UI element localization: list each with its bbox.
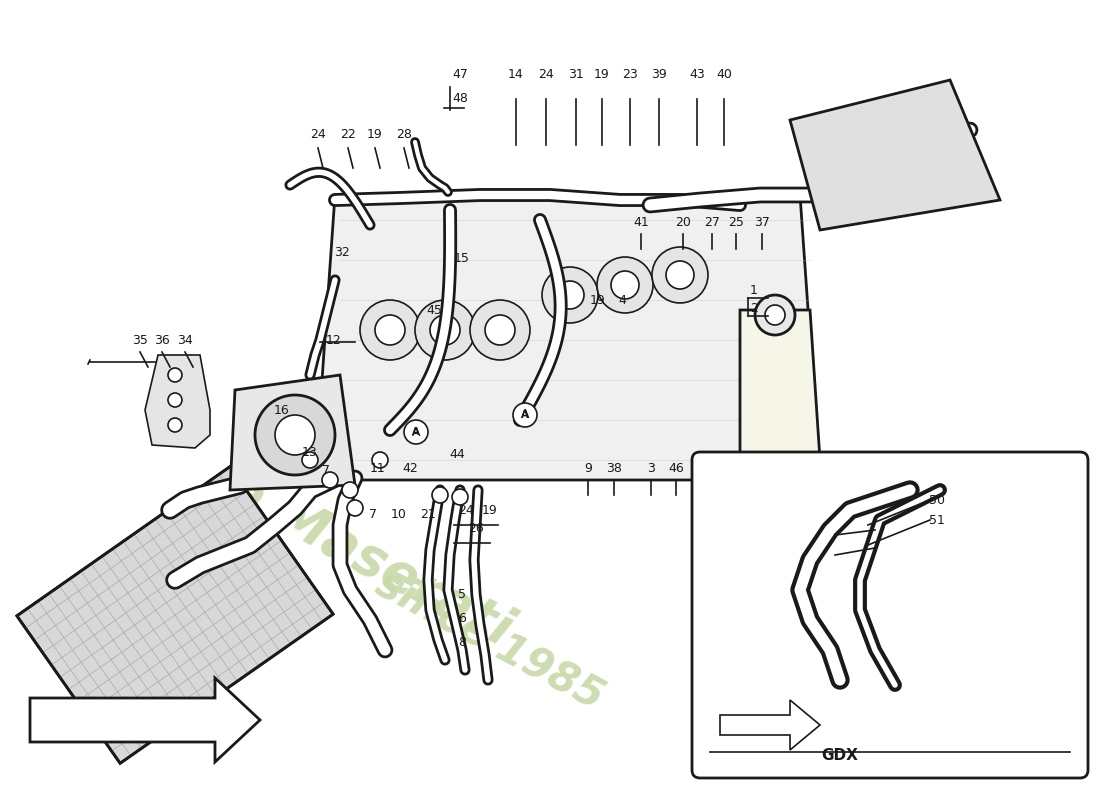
Polygon shape — [315, 195, 820, 480]
Circle shape — [666, 261, 694, 289]
Text: 25: 25 — [728, 215, 744, 229]
Text: 48: 48 — [452, 91, 468, 105]
Text: 46: 46 — [668, 462, 684, 474]
Circle shape — [168, 418, 182, 432]
Text: 23: 23 — [623, 69, 638, 82]
Circle shape — [342, 482, 358, 498]
Text: 28: 28 — [396, 129, 411, 142]
Circle shape — [430, 315, 460, 345]
Polygon shape — [230, 375, 355, 490]
Text: 41: 41 — [634, 215, 649, 229]
Circle shape — [168, 393, 182, 407]
Text: 16: 16 — [274, 403, 290, 417]
Text: 34: 34 — [177, 334, 192, 346]
Circle shape — [556, 281, 584, 309]
Circle shape — [372, 452, 388, 468]
Text: 27: 27 — [704, 215, 719, 229]
Circle shape — [322, 472, 338, 488]
Text: since 1985: since 1985 — [368, 562, 612, 718]
Text: 43: 43 — [689, 69, 705, 82]
Polygon shape — [790, 80, 1000, 230]
Text: 2: 2 — [750, 302, 758, 314]
Text: 4: 4 — [618, 294, 626, 306]
Text: 19: 19 — [367, 129, 383, 142]
Circle shape — [415, 300, 475, 360]
Text: 12: 12 — [326, 334, 342, 346]
Text: 13: 13 — [302, 446, 318, 458]
Text: 19: 19 — [590, 294, 606, 306]
Text: 45: 45 — [426, 303, 442, 317]
Text: A: A — [520, 409, 529, 422]
Text: 36: 36 — [154, 334, 169, 346]
Circle shape — [168, 368, 182, 382]
Text: 38: 38 — [606, 462, 621, 474]
Circle shape — [470, 300, 530, 360]
Circle shape — [375, 315, 405, 345]
Text: 44: 44 — [449, 449, 465, 462]
Text: 19: 19 — [482, 503, 498, 517]
Text: 21: 21 — [420, 509, 436, 522]
Text: 5: 5 — [458, 589, 466, 602]
Text: 26: 26 — [469, 522, 484, 534]
Polygon shape — [30, 678, 260, 762]
Text: 51: 51 — [930, 514, 945, 526]
Text: 22: 22 — [340, 129, 356, 142]
Text: A: A — [412, 427, 420, 437]
Circle shape — [404, 420, 428, 444]
Text: 7: 7 — [322, 463, 330, 477]
Text: 31: 31 — [568, 69, 584, 82]
Text: GDX: GDX — [822, 747, 858, 762]
Text: 14: 14 — [508, 69, 524, 82]
Text: 20: 20 — [675, 215, 691, 229]
Text: 8: 8 — [458, 637, 466, 650]
Text: a Maserati: a Maserati — [219, 463, 521, 657]
Text: 11: 11 — [370, 462, 386, 474]
Circle shape — [610, 271, 639, 299]
Circle shape — [432, 487, 448, 503]
Circle shape — [652, 247, 708, 303]
Text: 39: 39 — [651, 69, 667, 82]
Text: 3: 3 — [647, 462, 654, 474]
Text: 47: 47 — [452, 69, 468, 82]
Text: 24: 24 — [310, 129, 326, 142]
Text: 10: 10 — [392, 509, 407, 522]
Text: 50: 50 — [930, 494, 945, 506]
Text: 6: 6 — [458, 611, 466, 625]
Text: 42: 42 — [403, 462, 418, 474]
Circle shape — [485, 315, 515, 345]
Circle shape — [275, 415, 315, 455]
Text: 7: 7 — [368, 509, 377, 522]
Polygon shape — [740, 310, 820, 465]
Circle shape — [452, 489, 468, 505]
Circle shape — [360, 300, 420, 360]
Text: 9: 9 — [584, 462, 592, 474]
Circle shape — [513, 403, 537, 427]
Text: 32: 32 — [334, 246, 350, 258]
Text: 19: 19 — [594, 69, 609, 82]
Text: A: A — [521, 410, 529, 420]
Text: 15: 15 — [454, 251, 470, 265]
Circle shape — [255, 395, 336, 475]
Polygon shape — [16, 466, 333, 763]
FancyBboxPatch shape — [692, 452, 1088, 778]
Text: A: A — [411, 426, 420, 438]
Circle shape — [597, 257, 653, 313]
Circle shape — [542, 267, 598, 323]
Polygon shape — [720, 700, 820, 750]
Text: 40: 40 — [716, 69, 732, 82]
Text: 35: 35 — [132, 334, 147, 346]
Polygon shape — [145, 355, 210, 448]
Text: 24: 24 — [538, 69, 554, 82]
Text: 37: 37 — [755, 215, 770, 229]
Circle shape — [346, 500, 363, 516]
Circle shape — [302, 452, 318, 468]
Text: 1: 1 — [750, 283, 758, 297]
Circle shape — [764, 305, 785, 325]
Circle shape — [755, 295, 795, 335]
Text: 24: 24 — [458, 503, 474, 517]
